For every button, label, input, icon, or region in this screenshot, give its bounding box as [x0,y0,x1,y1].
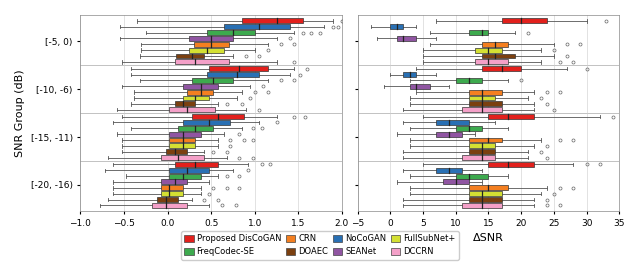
FancyBboxPatch shape [476,48,502,53]
FancyBboxPatch shape [161,185,183,190]
FancyBboxPatch shape [183,96,209,100]
Y-axis label: SNR Group (dB): SNR Group (dB) [15,69,25,157]
FancyBboxPatch shape [469,30,488,35]
FancyBboxPatch shape [224,24,290,29]
FancyBboxPatch shape [166,149,187,154]
FancyBboxPatch shape [469,185,508,190]
FancyBboxPatch shape [469,101,502,106]
FancyBboxPatch shape [456,78,482,83]
FancyBboxPatch shape [161,155,204,160]
FancyBboxPatch shape [469,191,502,196]
FancyBboxPatch shape [169,143,195,148]
FancyBboxPatch shape [436,132,462,136]
FancyBboxPatch shape [456,174,488,178]
FancyBboxPatch shape [462,155,495,160]
FancyBboxPatch shape [169,132,201,136]
FancyBboxPatch shape [207,72,259,77]
FancyBboxPatch shape [403,72,417,77]
FancyBboxPatch shape [482,42,508,47]
FancyBboxPatch shape [242,18,303,23]
FancyBboxPatch shape [436,168,462,173]
FancyBboxPatch shape [189,48,224,53]
FancyBboxPatch shape [169,168,209,173]
FancyBboxPatch shape [469,143,495,148]
FancyBboxPatch shape [488,114,534,119]
FancyBboxPatch shape [462,107,502,112]
FancyBboxPatch shape [183,84,218,89]
X-axis label: ΔPESQ: ΔPESQ [193,233,230,243]
FancyBboxPatch shape [178,126,213,131]
FancyBboxPatch shape [192,78,233,83]
FancyBboxPatch shape [187,90,213,95]
FancyBboxPatch shape [482,54,515,58]
FancyBboxPatch shape [476,59,508,64]
FancyBboxPatch shape [161,180,187,184]
FancyBboxPatch shape [482,66,521,71]
FancyBboxPatch shape [469,197,502,202]
FancyBboxPatch shape [488,162,534,167]
FancyBboxPatch shape [436,120,469,125]
FancyBboxPatch shape [157,197,178,202]
FancyBboxPatch shape [397,36,417,41]
FancyBboxPatch shape [192,114,244,119]
FancyBboxPatch shape [390,24,403,29]
FancyBboxPatch shape [152,203,187,208]
FancyBboxPatch shape [462,203,502,208]
FancyBboxPatch shape [175,59,228,64]
FancyBboxPatch shape [456,126,482,131]
FancyBboxPatch shape [194,42,228,47]
X-axis label: ΔSNR: ΔSNR [473,233,504,243]
FancyBboxPatch shape [207,30,255,35]
FancyBboxPatch shape [169,174,201,178]
FancyBboxPatch shape [175,101,195,106]
FancyBboxPatch shape [469,149,495,154]
FancyBboxPatch shape [502,18,547,23]
FancyBboxPatch shape [176,54,204,58]
FancyBboxPatch shape [469,138,502,142]
FancyBboxPatch shape [169,138,195,142]
FancyBboxPatch shape [209,66,268,71]
FancyBboxPatch shape [410,84,429,89]
FancyBboxPatch shape [183,120,230,125]
FancyBboxPatch shape [469,90,502,95]
FancyBboxPatch shape [443,180,469,184]
FancyBboxPatch shape [169,107,216,112]
Legend: Proposed DisCoGAN, FreqCodec-SE, CRN, DOAEC, NoCoGAN, SEANet, FullSubNet+, DCCRN: Proposed DisCoGAN, FreqCodec-SE, CRN, DO… [181,231,459,260]
FancyBboxPatch shape [175,162,218,167]
FancyBboxPatch shape [469,96,495,100]
FancyBboxPatch shape [161,191,183,196]
FancyBboxPatch shape [189,36,233,41]
